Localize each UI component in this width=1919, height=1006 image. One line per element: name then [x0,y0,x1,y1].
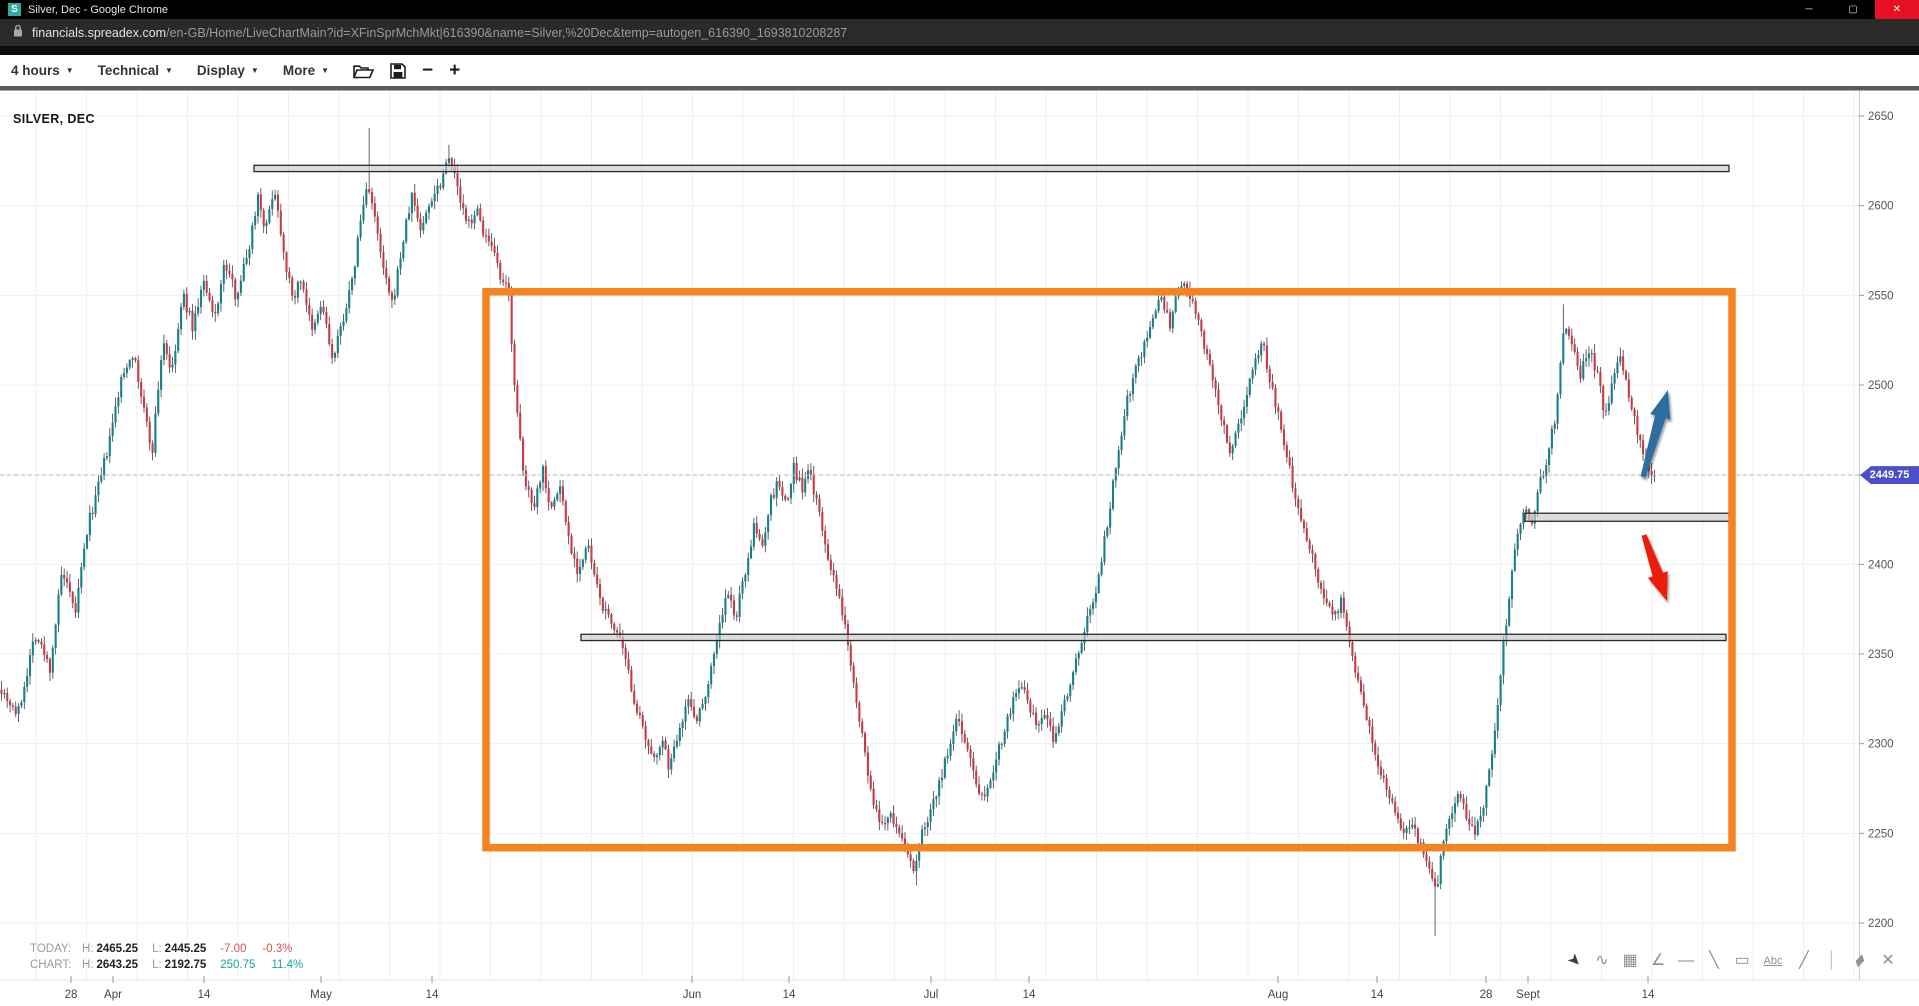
url-text: financials.spreadex.com/en-GB/Home/LiveC… [32,25,848,40]
y-axis-label: 2350 [1868,649,1894,661]
x-axis-label: 28 [65,989,78,1001]
delete-drawings-tool-icon[interactable]: ✕ [1881,952,1895,969]
site-favicon-icon: S [8,3,21,16]
browser-gap-strip [0,46,1919,55]
horizontal-line-tool-icon[interactable]: — [1678,952,1694,969]
x-axis-label: Sept [1516,989,1540,1001]
chart-range-pct: 11.4% [271,959,304,971]
brush-tool-icon[interactable]: ∿ [1595,952,1609,969]
session-stats: TODAY: H: 2465.25 L: 2445.25 -7.00 -0.3% CHART… [30,941,319,973]
url-bar[interactable]: financials.spreadex.com/en-GB/Home/LiveC… [0,19,1919,46]
pointer-tool-icon[interactable]: ➤ [1563,949,1586,972]
maximize-button[interactable]: ▢ [1848,4,1858,15]
measure-tool-icon[interactable]: ▰ [1849,950,1871,972]
orange-annotation-box[interactable] [482,287,1736,852]
save-icon[interactable] [390,62,406,79]
x-axis-label: Jun [683,989,702,1001]
current-price-badge: 2449.75 [1860,466,1919,485]
chart-range: 250.75 [220,959,256,971]
blue-up-arrow[interactable] [1640,390,1671,478]
y-axis-label: 2550 [1868,290,1894,302]
minimize-button[interactable]: ─ [1805,4,1813,15]
chart-stats-row: CHART: H: 2643.25 L: 2192.75 250.75 11.4% [30,959,304,971]
x-axis-label: 14 [198,989,211,1001]
rectangle-tool-icon[interactable]: ▭ [1734,952,1750,969]
close-button[interactable]: ✕ [1875,0,1919,19]
x-axis-label: 14 [1371,989,1384,1001]
x-axis-label: Apr [104,989,122,1001]
padlock-icon [13,24,23,42]
y-axis-label: 2500 [1868,380,1894,392]
chart-high: 2643.25 [96,959,139,971]
title-bar: S Silver, Dec - Google Chrome ─ ▢ ✕ [0,0,1919,19]
y-axis-label: 2600 [1868,201,1894,213]
support-band[interactable] [580,633,1727,642]
trend-line-tool-icon[interactable]: ╲ [1709,952,1719,969]
toolbar-separator: │ [1827,952,1837,969]
chevron-down-icon: ▼ [321,65,330,75]
x-axis-label: 14 [1023,989,1036,1001]
window-controls: ─ ▢ ✕ [1787,0,1919,19]
interval-menu[interactable]: 4 hours ▼ [11,63,74,78]
neckline-band[interactable] [1524,512,1733,522]
x-axis-label: Jul [924,989,939,1001]
ray-tool-icon[interactable]: ╱ [1799,952,1809,969]
today-change: -7.00 [220,943,247,955]
symbol-label: SILVER, DEC [13,112,95,126]
resistance-band[interactable] [253,164,1730,173]
y-axis-label: 2300 [1868,739,1894,751]
chevron-down-icon: ▼ [164,65,173,75]
chart-toolbar: 4 hours ▼ Technical ▼ Display ▼ More ▼ − + [0,55,1919,88]
today-low: 2445.25 [164,943,207,955]
x-axis-label: May [310,989,332,1001]
open-folder-icon[interactable] [353,63,375,79]
today-change-pct: -0.3% [262,943,293,955]
y-axis-label: 2650 [1868,111,1894,123]
y-axis-label: 2250 [1868,828,1894,840]
x-axis-label: 14 [783,989,796,1001]
chevron-down-icon: ▼ [250,65,259,75]
zoom-out-button[interactable]: − [422,60,434,81]
y-axis-label: 2200 [1868,918,1894,930]
candles [0,128,1656,937]
chart-low: 2192.75 [164,959,207,971]
zoom-in-button[interactable]: + [449,60,461,81]
display-menu[interactable]: Display ▼ [196,63,259,78]
fibonacci-tool-icon[interactable]: ▦ [1622,952,1638,969]
today-high: 2465.25 [96,943,139,955]
chart-top-border [0,88,1919,91]
text-tool-icon[interactable]: Abc [1763,954,1783,967]
chevron-down-icon: ▼ [65,65,74,75]
red-down-arrow[interactable] [1641,534,1668,601]
more-menu[interactable]: More ▼ [282,63,330,78]
drawing-toolbar: ➤ ∿ ▦ ∠ — ╲ ▭ Abc ╱ │ ▰ ✕ [1563,948,1897,974]
fan-lines-tool-icon[interactable]: ∠ [1650,952,1666,969]
window-title: Silver, Dec - Google Chrome [28,3,168,16]
x-axis-label: 14 [1642,989,1655,1001]
x-axis-label: Aug [1268,989,1288,1001]
x-axis-label: 28 [1480,989,1493,1001]
y-axis-label: 2400 [1868,559,1894,571]
x-axis-label: 14 [426,989,439,1001]
today-stats-row: TODAY: H: 2465.25 L: 2445.25 -7.00 -0.3% [30,943,293,955]
technical-menu[interactable]: Technical ▼ [97,63,173,78]
price-chart[interactable]: 2650260025502500245024002350230022502200… [0,88,1919,1006]
